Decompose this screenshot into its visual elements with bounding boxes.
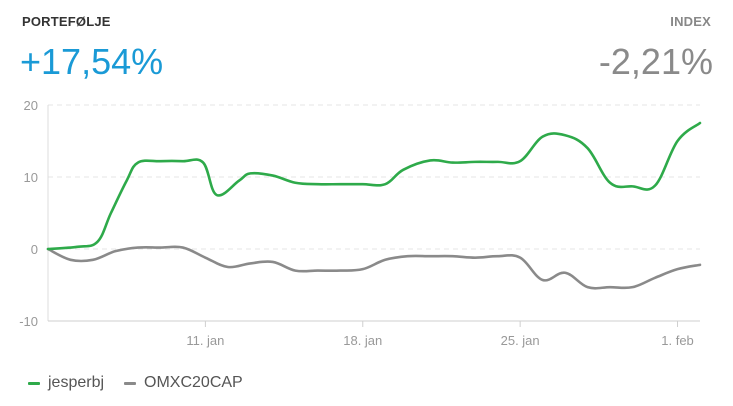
y-tick-label: 0 xyxy=(31,242,38,257)
y-tick-label: -10 xyxy=(19,314,38,329)
legend-swatch-jesperbj xyxy=(28,381,40,385)
series-line-jesperbj xyxy=(46,121,702,251)
portfolio-label: PORTEFØLJE xyxy=(22,14,111,29)
x-tick-label: 18. jan xyxy=(343,333,382,348)
series-line-omxc20cap xyxy=(46,245,702,290)
y-tick-label: 10 xyxy=(24,170,38,185)
x-tick-label: 11. jan xyxy=(186,333,224,348)
legend-label-jesperbj: jesperbj xyxy=(48,374,105,391)
portfolio-return-value: +17,54% xyxy=(20,41,164,82)
legend-item-omxc20cap[interactable]: OMXC20CAP xyxy=(124,374,243,392)
index-return-value: -2,21% xyxy=(598,41,713,82)
index-label: INDEX xyxy=(670,14,711,29)
x-tick-label: 25. jan xyxy=(501,333,540,348)
y-tick-label: 20 xyxy=(24,98,38,113)
legend-item-jesperbj[interactable]: jesperbj xyxy=(28,374,104,392)
chart-legend: jesperbj OMXC20CAP xyxy=(28,374,263,392)
x-tick-label: 1. feb xyxy=(661,333,694,348)
legend-swatch-omxc20cap xyxy=(124,381,137,385)
legend-label-omxc20cap: OMXC20CAP xyxy=(144,374,243,391)
